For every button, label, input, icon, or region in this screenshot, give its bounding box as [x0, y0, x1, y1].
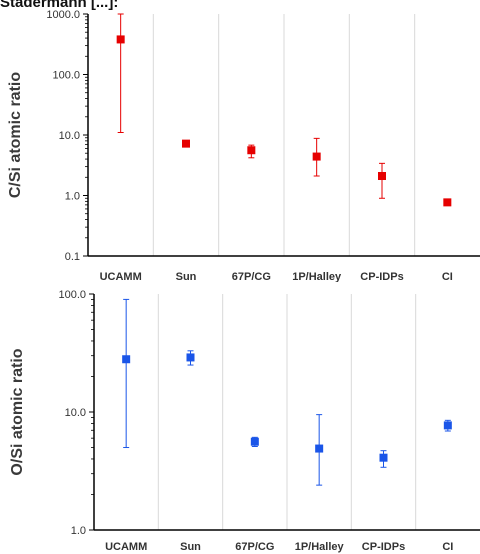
data-point: [443, 198, 452, 207]
data-point: [315, 444, 324, 453]
y-axis-title: O/Si atomic ratio: [9, 348, 26, 475]
y-tick-label: 0.1: [65, 251, 80, 263]
data-point: [116, 35, 125, 44]
x-category-label: 67P/CG: [232, 271, 271, 282]
y-tick-label: 10.0: [59, 130, 80, 142]
data-point: [378, 172, 386, 181]
data-point: [182, 139, 190, 148]
x-category-label: 1P/Halley: [295, 541, 345, 553]
y-tick-label: 1.0: [65, 191, 80, 203]
x-category-label: 1P/Halley: [292, 271, 342, 282]
x-category-label: CP-IDPs: [362, 541, 405, 553]
y-axis-title: C/Si atomic ratio: [7, 72, 24, 198]
data-point: [443, 421, 452, 430]
data-point: [186, 353, 195, 362]
x-category-label: UCAMM: [100, 271, 142, 282]
x-category-label: 67P/CG: [235, 541, 274, 553]
y-tick-label: 100.0: [58, 289, 86, 301]
chart-o-si-ratio: 1.0 10.0 100.0 O/Si atomic ratio UCAMM Sun 67P…: [9, 289, 480, 553]
x-category-label: Sun: [180, 541, 201, 553]
y-tick-label: 100.0: [52, 70, 80, 82]
data-point: [250, 437, 259, 446]
x-category-label: UCAMM: [105, 541, 147, 553]
y-tick-label: 10.0: [65, 407, 86, 419]
y-tick-label: 1000.0: [46, 9, 80, 21]
figure-caption: Stadermann [...]:: [0, 0, 119, 11]
x-category-label: CI: [442, 271, 453, 282]
x-category-label: CI: [442, 541, 453, 553]
data-point: [312, 152, 321, 161]
chart-c-si-ratio: 0.1 1.0 10.0 100.0 1000.0 C/Si atomic ratio UC…: [7, 9, 480, 282]
x-category-label: Sun: [176, 271, 197, 282]
data-point: [247, 146, 256, 155]
data-point: [379, 453, 388, 462]
x-category-label: CP-IDPs: [360, 271, 403, 282]
y-tick-label: 1.0: [71, 525, 86, 537]
data-point: [122, 355, 131, 364]
